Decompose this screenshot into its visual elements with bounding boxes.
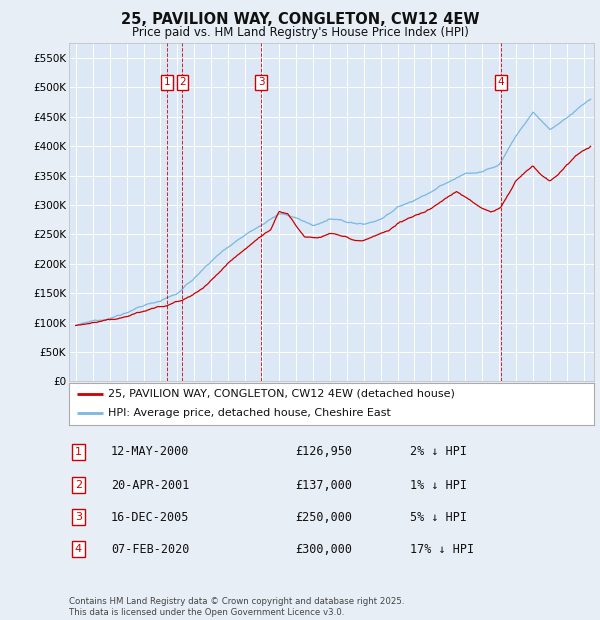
Text: 20-APR-2001: 20-APR-2001 <box>111 479 190 492</box>
Text: 17% ↓ HPI: 17% ↓ HPI <box>410 542 475 556</box>
Text: 3: 3 <box>258 78 265 87</box>
Text: 2% ↓ HPI: 2% ↓ HPI <box>410 445 467 458</box>
Text: 3: 3 <box>75 512 82 522</box>
Text: £250,000: £250,000 <box>295 511 352 524</box>
Text: 2: 2 <box>179 78 186 87</box>
Text: 07-FEB-2020: 07-FEB-2020 <box>111 542 190 556</box>
Text: 25, PAVILION WAY, CONGLETON, CW12 4EW (detached house): 25, PAVILION WAY, CONGLETON, CW12 4EW (d… <box>109 389 455 399</box>
Text: £300,000: £300,000 <box>295 542 352 556</box>
Text: 4: 4 <box>75 544 82 554</box>
Text: 5% ↓ HPI: 5% ↓ HPI <box>410 511 467 524</box>
Text: £126,950: £126,950 <box>295 445 352 458</box>
Text: 25, PAVILION WAY, CONGLETON, CW12 4EW: 25, PAVILION WAY, CONGLETON, CW12 4EW <box>121 12 479 27</box>
Text: 1: 1 <box>75 447 82 457</box>
Text: £137,000: £137,000 <box>295 479 352 492</box>
Text: 12-MAY-2000: 12-MAY-2000 <box>111 445 190 458</box>
Text: Contains HM Land Registry data © Crown copyright and database right 2025.
This d: Contains HM Land Registry data © Crown c… <box>69 598 404 617</box>
Text: 2: 2 <box>75 480 82 490</box>
Text: 1% ↓ HPI: 1% ↓ HPI <box>410 479 467 492</box>
Text: 1: 1 <box>163 78 170 87</box>
Text: HPI: Average price, detached house, Cheshire East: HPI: Average price, detached house, Ches… <box>109 409 391 419</box>
Text: 16-DEC-2005: 16-DEC-2005 <box>111 511 190 524</box>
Text: Price paid vs. HM Land Registry's House Price Index (HPI): Price paid vs. HM Land Registry's House … <box>131 26 469 39</box>
Text: 4: 4 <box>497 78 504 87</box>
